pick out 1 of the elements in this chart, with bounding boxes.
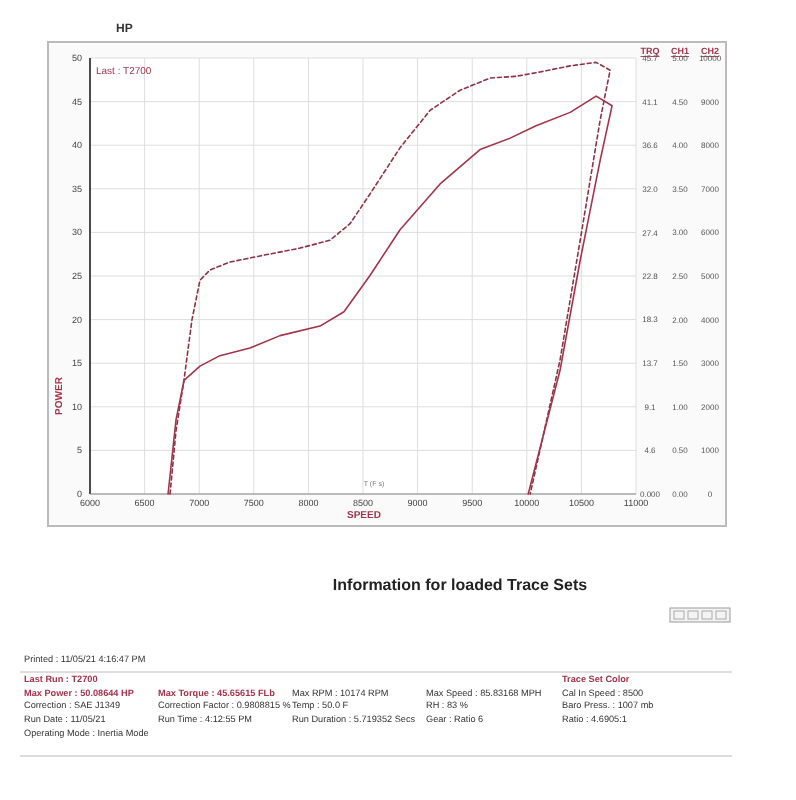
text: Information for loaded Trace Sets bbox=[332, 576, 589, 594]
